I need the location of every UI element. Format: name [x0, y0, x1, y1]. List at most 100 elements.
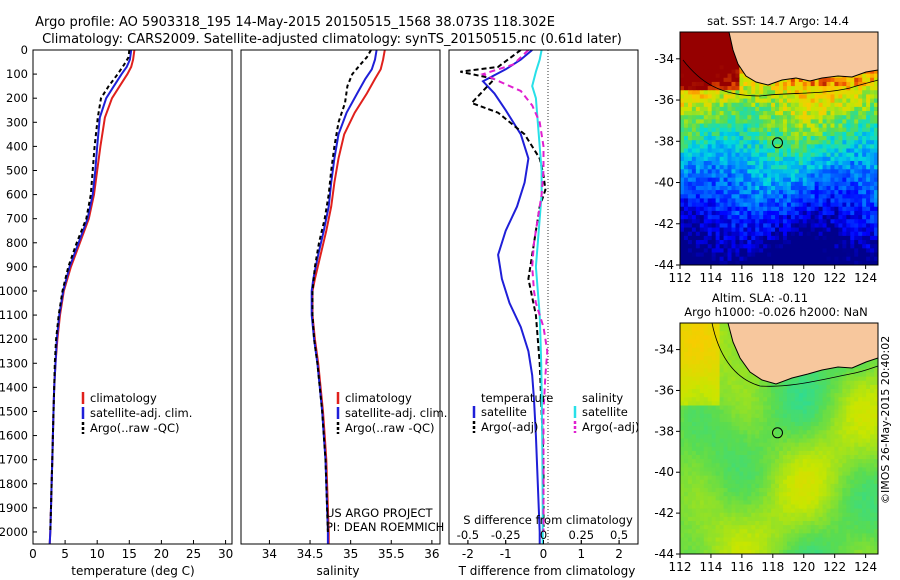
- heatmap-cell: [707, 426, 713, 431]
- heatmap-cell: [739, 372, 744, 378]
- heatmap-cell: [775, 475, 780, 481]
- heatmap-cell: [719, 215, 725, 220]
- heatmap-cell: [874, 102, 878, 108]
- heatmap-cell: [779, 446, 784, 452]
- heatmap-cell: [703, 256, 709, 262]
- heatmap-cell: [683, 44, 689, 50]
- heatmap-cell: [695, 98, 701, 104]
- heatmap-cell: [751, 397, 756, 402]
- heatmap-cell: [775, 206, 780, 212]
- heatmap-cell: [735, 111, 740, 116]
- heatmap-cell: [755, 463, 760, 468]
- heatmap-cell: [818, 81, 824, 87]
- heatmap-cell: [858, 463, 863, 468]
- heatmap-cell: [798, 215, 804, 220]
- heatmap-cell: [798, 98, 804, 104]
- heatmap-cell: [767, 185, 772, 191]
- heatmap-cell: [735, 127, 740, 133]
- heatmap-cell: [727, 384, 733, 390]
- heatmap-cell: [786, 90, 792, 96]
- heatmap-cell: [771, 235, 776, 241]
- heatmap-cell: [814, 198, 820, 204]
- heatmap-cell: [794, 190, 800, 195]
- heatmap-cell: [806, 160, 812, 166]
- heatmap-cell: [703, 86, 709, 91]
- heatmap-cell: [830, 475, 836, 481]
- heatmap-cell: [810, 389, 816, 394]
- heatmap-cell: [846, 148, 851, 154]
- heatmap-cell: [739, 198, 744, 204]
- heatmap-cell: [870, 73, 875, 79]
- heatmap-cell: [735, 450, 740, 456]
- heatmap-cell: [739, 111, 744, 116]
- heatmap-cell: [680, 227, 685, 233]
- heatmap-cell: [683, 240, 689, 245]
- heatmap-cell: [858, 198, 863, 204]
- heatmap-cell: [806, 231, 812, 237]
- heatmap-cell: [751, 450, 756, 456]
- heatmap-cell: [806, 405, 812, 411]
- heatmap-cell: [782, 131, 788, 137]
- heatmap-cell: [814, 417, 820, 423]
- heatmap-cell: [806, 409, 812, 415]
- heatmap-cell: [723, 483, 729, 489]
- heatmap-cell: [691, 185, 697, 191]
- heatmap-cell: [838, 475, 843, 481]
- heatmap-cell: [715, 409, 721, 415]
- heatmap-cell: [767, 455, 772, 460]
- heatmap-cell: [723, 380, 729, 386]
- heatmap-cell: [687, 422, 693, 427]
- heatmap-cell: [680, 351, 685, 357]
- heatmap-cell: [818, 115, 824, 120]
- heatmap-cell: [838, 235, 843, 241]
- heatmap-cell: [786, 389, 792, 394]
- heatmap-cell: [842, 185, 847, 191]
- heatmap-cell: [767, 136, 772, 141]
- heatmap-cell: [680, 194, 685, 200]
- heatmap-cell: [842, 202, 847, 208]
- heatmap-cell: [798, 127, 804, 133]
- heatmap-cell: [715, 40, 721, 46]
- heatmap-cell: [723, 40, 729, 46]
- y-tick-label: 300: [6, 115, 28, 129]
- heatmap-cell: [703, 198, 709, 204]
- heatmap-cell: [854, 422, 859, 427]
- heatmap-cell: [695, 351, 701, 357]
- heatmap-cell: [699, 467, 705, 473]
- heatmap-cell: [703, 368, 709, 374]
- heatmap-cell: [711, 463, 717, 468]
- heatmap-cell: [711, 323, 717, 328]
- heatmap-cell: [810, 422, 816, 427]
- heatmap-cell: [838, 181, 843, 187]
- heatmap-cell: [858, 417, 863, 423]
- heatmap-cell: [834, 115, 839, 120]
- heatmap-cell: [763, 434, 768, 440]
- heatmap-cell: [735, 244, 740, 249]
- heatmap-cell: [695, 335, 701, 341]
- heatmap-cell: [862, 426, 867, 431]
- heatmap-cell: [727, 131, 733, 137]
- heatmap-cell: [782, 397, 788, 402]
- heatmap-cell: [719, 185, 725, 191]
- heatmap-cell: [747, 235, 752, 241]
- heatmap-cell: [862, 98, 867, 104]
- heatmap-cell: [703, 360, 709, 365]
- heatmap-cell: [870, 368, 875, 374]
- heatmap-cell: [680, 56, 685, 62]
- heatmap-cell: [711, 260, 717, 265]
- heatmap-cell: [874, 115, 878, 120]
- heatmap-cell: [763, 144, 768, 150]
- heatmap-cell: [794, 479, 800, 485]
- heatmap-cell: [814, 194, 820, 200]
- heatmap-cell: [798, 409, 804, 415]
- heatmap-cell: [806, 215, 812, 220]
- heatmap-cell: [711, 351, 717, 357]
- heatmap-cell: [695, 169, 701, 175]
- heatmap-cell: [755, 231, 760, 237]
- heatmap-cell: [810, 252, 816, 258]
- heatmap-cell: [854, 260, 859, 265]
- heatmap-cell: [870, 81, 875, 87]
- heatmap-cell: [695, 384, 701, 390]
- heatmap-cell: [846, 426, 851, 431]
- heatmap-cell: [798, 483, 804, 489]
